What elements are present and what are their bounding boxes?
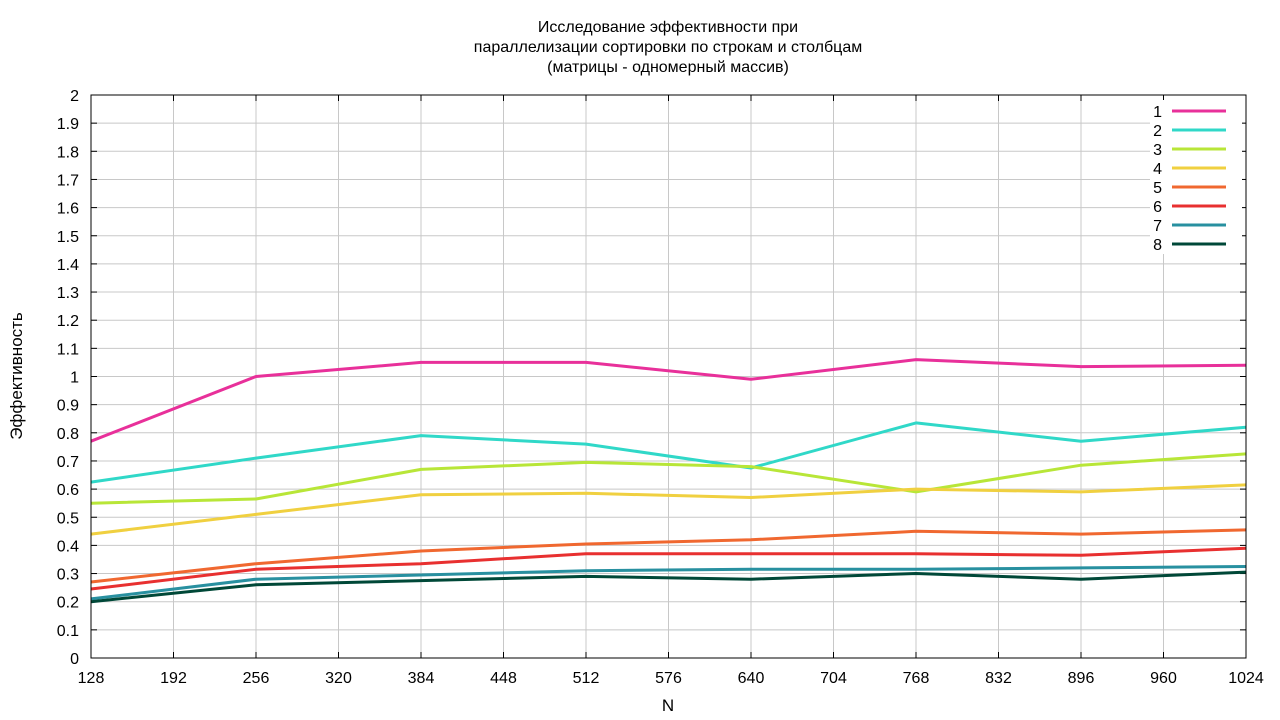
x-tick-label: 192	[160, 670, 187, 687]
x-tick-label: 960	[1150, 670, 1177, 687]
series-line-3	[90, 452, 1247, 505]
series-line-1	[90, 358, 1247, 443]
y-tick-label: 1.7	[57, 172, 79, 189]
chart-title-line-1: Исследование эффективности при	[538, 19, 798, 36]
y-tick-label: 0	[70, 651, 79, 668]
legend-label-7: 7	[1153, 218, 1162, 235]
series-line-4	[90, 483, 1247, 536]
y-tick-label: 2	[70, 88, 79, 105]
series-line-8	[90, 570, 1247, 604]
x-axis-label: N	[662, 696, 674, 715]
series-lines	[90, 358, 1247, 604]
chart-title: Исследование эффективности при параллели…	[474, 19, 862, 76]
x-tick-label: 384	[408, 670, 435, 687]
y-tick-label: 0.5	[57, 510, 79, 527]
y-tick-label: 0.1	[57, 623, 79, 640]
x-tick-label: 704	[820, 670, 847, 687]
legend-background	[1150, 100, 1242, 254]
y-tick-label: 0.3	[57, 567, 79, 584]
y-axis-label: Эффективность	[7, 312, 26, 440]
x-tick-label: 896	[1068, 670, 1095, 687]
legend-label-8: 8	[1153, 237, 1162, 254]
x-tick-label: 576	[655, 670, 682, 687]
legend-label-1: 1	[1153, 104, 1162, 121]
series-line-6	[90, 546, 1247, 591]
y-tick-label: 0.4	[57, 538, 79, 555]
legend: 1 2 3 4 5 6 7 8	[1150, 100, 1242, 254]
y-tick-label: 0.6	[57, 482, 79, 499]
y-tick-label: 0.9	[57, 398, 79, 415]
y-tick-label: 1.5	[57, 229, 79, 246]
series-line-7	[90, 565, 1247, 601]
y-tick-label: 0.2	[57, 595, 79, 612]
y-tick-label: 1.3	[57, 285, 79, 302]
y-tick-label: 1.4	[57, 257, 79, 274]
x-axis-ticks: 128 192 256 320 384 448 512 576 640 704 768 832 896 9…	[78, 95, 1264, 687]
x-tick-label: 1024	[1228, 670, 1264, 687]
x-tick-label: 320	[325, 670, 352, 687]
legend-label-5: 5	[1153, 180, 1162, 197]
x-tick-label: 256	[243, 670, 270, 687]
x-tick-label: 128	[78, 670, 105, 687]
legend-label-6: 6	[1153, 199, 1162, 216]
y-tick-label: 1.8	[57, 144, 79, 161]
plot-frame	[90, 94, 1247, 659]
legend-label-3: 3	[1153, 142, 1162, 159]
y-tick-label: 0.7	[57, 454, 79, 471]
legend-label-2: 2	[1153, 123, 1162, 140]
x-tick-label: 512	[573, 670, 600, 687]
y-axis-ticks: 0 0.1 0.2 0.3 0.4 0.5 0.6 0.7 0.8 0.9 1 1.1 1.2 1.3 1.…	[57, 88, 1246, 668]
series-line-2	[90, 421, 1247, 484]
x-tick-label: 448	[490, 670, 517, 687]
x-tick-label: 832	[985, 670, 1012, 687]
x-tick-label: 640	[738, 670, 765, 687]
chart-title-line-2: параллелизации сортировки по строкам и с…	[474, 39, 862, 56]
x-tick-label: 768	[903, 670, 930, 687]
y-tick-label: 1	[70, 370, 79, 387]
legend-label-4: 4	[1153, 161, 1162, 178]
series-line-5	[90, 528, 1247, 584]
y-tick-label: 1.9	[57, 116, 79, 133]
y-tick-label: 1.6	[57, 201, 79, 218]
y-tick-label: 0.8	[57, 426, 79, 443]
y-tick-label: 1.2	[57, 313, 79, 330]
chart-title-line-3: (матрицы - одномерный массив)	[547, 59, 789, 76]
y-tick-label: 1.1	[57, 341, 79, 358]
